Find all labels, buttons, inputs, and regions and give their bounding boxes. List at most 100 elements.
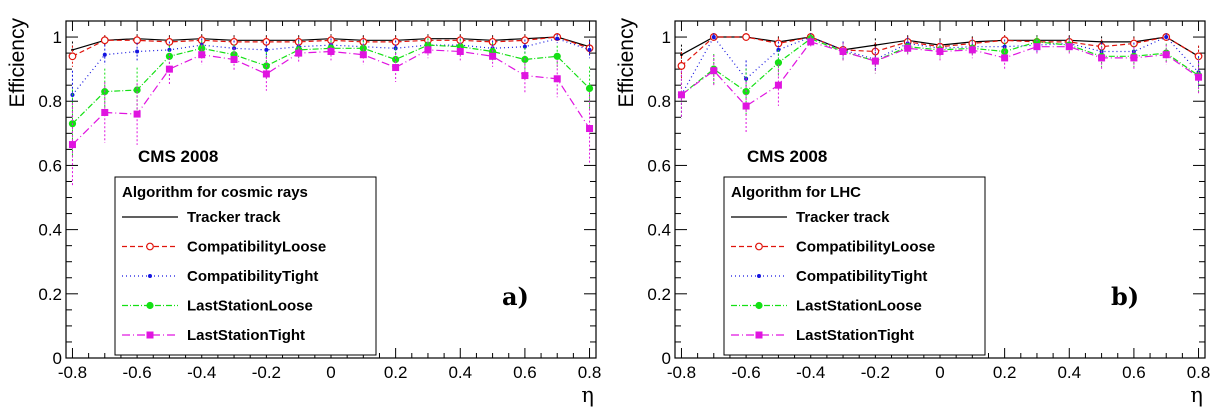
series-laststationtight — [68, 41, 594, 187]
x-tick-label: -0.2 — [861, 363, 890, 382]
x-tick-label: 0.2 — [993, 363, 1017, 382]
x-tick-label: -0.8 — [58, 363, 87, 382]
y-axis-title: Efficiency — [615, 18, 638, 108]
legend: Algorithm for cosmic rays Tracker track Co… — [114, 176, 377, 356]
y-tick-label: 0.8 — [647, 92, 671, 111]
y-tick-label: 0.6 — [38, 156, 62, 175]
y-tick-label: 0.4 — [647, 221, 671, 240]
y-tick-label: 0.6 — [647, 156, 671, 175]
data-point — [392, 64, 400, 72]
legend-box — [723, 176, 986, 356]
legend-marker — [146, 331, 154, 339]
data-point — [102, 52, 107, 57]
data-point — [711, 35, 716, 40]
legend-title: Algorithm for LHC — [731, 184, 861, 201]
data-point — [456, 47, 464, 55]
series-laststationtight — [677, 36, 1203, 135]
x-tick-label: -0.4 — [187, 363, 216, 382]
data-point — [359, 51, 367, 59]
data-point — [807, 38, 815, 46]
y-tick-label: 1 — [53, 28, 62, 47]
data-point — [100, 36, 109, 45]
panel-tag: b) — [1111, 282, 1139, 311]
data-point — [295, 49, 303, 57]
data-point — [68, 52, 77, 61]
data-point — [1195, 73, 1203, 81]
x-tick-label: 0.6 — [513, 363, 537, 382]
y-tick-label: 0 — [53, 349, 62, 368]
legend-marker — [146, 242, 154, 251]
legend-entry: Tracker track — [187, 209, 281, 226]
x-tick-label: 0.4 — [448, 363, 472, 382]
series-line — [72, 49, 591, 146]
data-point — [1001, 54, 1009, 62]
data-point — [677, 91, 685, 99]
legend-entry: LastStationTight — [187, 327, 305, 344]
data-point — [839, 47, 847, 55]
legend-entry: CompatibilityTight — [796, 268, 927, 285]
legend-marker — [755, 301, 763, 310]
data-point — [553, 52, 561, 60]
data-point — [262, 70, 270, 78]
legend-marker — [148, 274, 152, 278]
panel-b: -0.8 -0.6 -0.4 -0.2 0 0.2 0.4 0.6 0.8 0 0.2 0.4 0.6 0… — [609, 0, 1219, 412]
legend-box — [114, 176, 377, 356]
data-point — [424, 46, 432, 54]
y-axis-title: Efficiency — [6, 18, 29, 108]
legend-entry: LastStationLoose — [796, 298, 922, 315]
x-tick-label: 0.2 — [384, 363, 408, 382]
legend-entry: Tracker track — [796, 209, 890, 226]
data-point — [904, 44, 912, 52]
panel-a: -0.8 -0.6 -0.4 -0.2 0 0.2 0.4 0.6 0.8 0 0.2 0.4 0.6 0… — [0, 0, 609, 412]
data-point — [680, 53, 683, 56]
legend-entry: LastStationLoose — [187, 298, 313, 315]
legend-title: Algorithm for cosmic rays — [122, 184, 308, 201]
data-point — [522, 44, 527, 49]
legend: Algorithm for LHC Tracker track Compatibil… — [723, 176, 986, 356]
data-point — [587, 47, 592, 52]
data-point — [936, 47, 944, 55]
data-point — [968, 46, 976, 54]
data-point — [521, 72, 529, 80]
x-axis-title: η — [1190, 383, 1203, 407]
x-tick-label: -0.4 — [796, 363, 825, 382]
data-point — [742, 33, 750, 41]
data-point — [198, 44, 206, 52]
y-tick-label: 0.8 — [38, 92, 62, 111]
legend-entry: CompatibilityLoose — [796, 239, 935, 256]
data-point — [165, 65, 173, 73]
legend-entry: LastStationTight — [796, 327, 914, 344]
data-point — [677, 62, 686, 70]
data-point — [101, 108, 109, 116]
data-point — [585, 84, 594, 92]
data-point — [871, 57, 879, 65]
data-point — [1164, 35, 1169, 40]
data-point — [165, 52, 174, 60]
legend-entry: CompatibilityLoose — [187, 239, 326, 256]
data-point — [359, 44, 367, 52]
data-point — [135, 49, 140, 54]
data-point — [586, 125, 594, 133]
y-tick-label: 0 — [662, 349, 671, 368]
x-tick-label: -0.6 — [122, 363, 151, 382]
data-point — [133, 86, 141, 94]
data-point — [133, 110, 141, 118]
y-tick-label: 0.4 — [38, 221, 62, 240]
x-tick-label: 0 — [326, 363, 335, 382]
experiment-label: CMS 2008 — [747, 147, 827, 166]
data-point — [774, 81, 782, 89]
x-tick-label: 0.6 — [1122, 363, 1146, 382]
panel-tag: a) — [502, 282, 529, 311]
y-tick-label: 1 — [662, 28, 671, 47]
series-line — [72, 44, 590, 125]
data-point — [874, 43, 877, 47]
data-point — [553, 75, 561, 83]
data-point — [742, 102, 750, 110]
experiment-label: CMS 2008 — [138, 147, 218, 166]
legend-marker — [755, 242, 763, 251]
data-point — [489, 52, 497, 60]
data-point — [774, 59, 783, 67]
legend-entry: CompatibilityTight — [187, 268, 318, 285]
x-axis-title: η — [581, 383, 594, 407]
data-point — [555, 36, 560, 41]
